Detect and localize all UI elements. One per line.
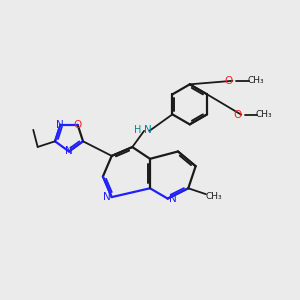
Text: CH₃: CH₃ <box>256 110 273 119</box>
Text: H: H <box>134 125 141 135</box>
Text: O: O <box>225 76 233 86</box>
Text: N: N <box>169 194 176 204</box>
Text: O: O <box>234 110 242 120</box>
Text: CH₃: CH₃ <box>247 76 264 85</box>
Text: CH₃: CH₃ <box>206 192 223 201</box>
Text: N: N <box>144 125 152 135</box>
Text: N: N <box>103 192 111 202</box>
Text: N: N <box>65 146 73 157</box>
Text: N: N <box>56 120 64 130</box>
Text: O: O <box>74 120 82 130</box>
